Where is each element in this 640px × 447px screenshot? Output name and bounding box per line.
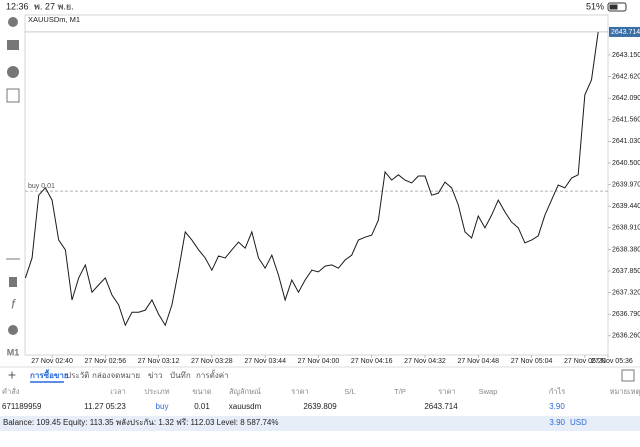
tab[interactable]: ข่าว [148, 371, 162, 380]
column-header: Swap [479, 387, 498, 396]
y-tick-label: 2641.560 [612, 117, 640, 124]
status-date: พ. 27 พ.ย. [34, 1, 74, 11]
battery-level: 51% [586, 1, 604, 11]
column-header: ขนาด [192, 387, 211, 396]
cell-time[interactable]: 11.27 05:23 [84, 402, 126, 411]
y-tick-label: 2639.440 [612, 203, 640, 210]
y-tick-label: 2642.090 [612, 95, 640, 102]
chart-title: XAUUSDm, M1 [28, 15, 80, 24]
x-tick-label: 27 Nov 02:40 [31, 358, 73, 365]
cell-price[interactable]: 2639.809 [303, 402, 337, 411]
x-tick-label: 27 Nov 05:36 [591, 358, 633, 365]
y-tick-label: 2643.150 [612, 52, 640, 59]
x-tick-label: 27 Nov 02:56 [84, 358, 126, 365]
expand-icon[interactable] [621, 369, 635, 382]
indicator-icon[interactable]: f [11, 296, 16, 311]
cell-order[interactable]: 671189959 [2, 402, 42, 411]
cell-profit[interactable]: 3.90 [549, 402, 565, 411]
currency: USD [570, 418, 587, 427]
order-label: buy 0.01 [28, 183, 55, 190]
tab[interactable]: การซื้อขาย [30, 369, 69, 380]
battery-icon [607, 2, 627, 12]
tab[interactable]: การตั้งค่า [196, 369, 229, 380]
y-tick-label: 2639.970 [612, 181, 640, 188]
x-tick-label: 27 Nov 03:28 [191, 358, 233, 365]
status-time: 12:36 [6, 1, 29, 11]
x-tick-label: 27 Nov 04:48 [457, 358, 499, 365]
chart: 2643.150 2642.620 2642.090 2641.560 2641.030… [24, 26, 640, 365]
cell-current-price[interactable]: 2643.714 [424, 402, 458, 411]
account-summary: Balance: 109.45 Equity: 113.35 พลังประกั… [3, 418, 278, 427]
tab[interactable]: กล่องจดหมาย [92, 371, 140, 380]
chart-type-icon[interactable] [9, 277, 17, 287]
plot-frame [24, 14, 609, 356]
column-header: ประเภท [144, 387, 169, 396]
column-header: สัญลักษณ์ [229, 387, 261, 396]
current-price-label: 2643.714 [611, 29, 640, 36]
x-tick-label: 27 Nov 05:20 [564, 358, 606, 365]
y-tick-label: 2642.620 [612, 73, 640, 80]
y-tick-label: 2637.850 [612, 268, 640, 275]
trade-table: คำสั่ง เวลา ประเภท ขนาด สัญลักษณ์ ราคา S/L T/P ร… [2, 386, 640, 411]
x-tick-label: 27 Nov 03:12 [138, 358, 180, 365]
y-tick-label: 2636.790 [612, 311, 640, 318]
column-header: T/P [394, 387, 406, 396]
column-header: ราคา [438, 387, 455, 396]
y-tick-label: 2637.320 [612, 289, 640, 296]
y-tick-label: 2636.260 [612, 333, 640, 340]
side-toolbar: f [6, 17, 20, 335]
y-tick-label: 2638.380 [612, 246, 640, 253]
column-header: หมายเหตุ [610, 387, 640, 396]
cell-size[interactable]: 0.01 [194, 402, 210, 411]
x-tick-label: 27 Nov 04:32 [404, 358, 446, 365]
trade-icon[interactable] [7, 40, 19, 50]
x-tick-label: 27 Nov 05:04 [511, 358, 553, 365]
column-header: เวลา [110, 387, 126, 396]
column-header: คำสั่ง [2, 386, 20, 396]
new-order-icon[interactable] [6, 88, 20, 103]
column-header: กำไร [549, 387, 566, 396]
account-icon[interactable] [8, 17, 18, 27]
x-tick-label: 27 Nov 03:44 [244, 358, 286, 365]
chat-icon[interactable] [7, 66, 19, 78]
price-line [24, 32, 599, 327]
tab[interactable]: ประวัติ [66, 371, 89, 380]
cell-symbol[interactable]: xauusdm [229, 402, 262, 411]
objects-icon[interactable] [8, 325, 18, 335]
footer-bar [0, 416, 640, 431]
tab[interactable]: บันทึก [170, 371, 191, 380]
column-header: S/L [344, 387, 355, 396]
x-tick-label: 27 Nov 04:16 [351, 358, 393, 365]
current-price-box [609, 26, 640, 37]
timeframe-button[interactable]: M1 [7, 347, 20, 357]
battery-fill [609, 4, 618, 10]
y-tick-label: 2638.910 [612, 225, 640, 232]
y-tick-label: 2640.500 [612, 160, 640, 167]
x-tick-label: 27 Nov 04:00 [298, 358, 340, 365]
add-button[interactable]: + [8, 367, 16, 383]
total-profit: 3.90 [549, 418, 565, 427]
cell-type[interactable]: buy [156, 402, 169, 411]
y-tick-label: 2641.030 [612, 138, 640, 145]
column-header: ราคา [291, 387, 308, 396]
